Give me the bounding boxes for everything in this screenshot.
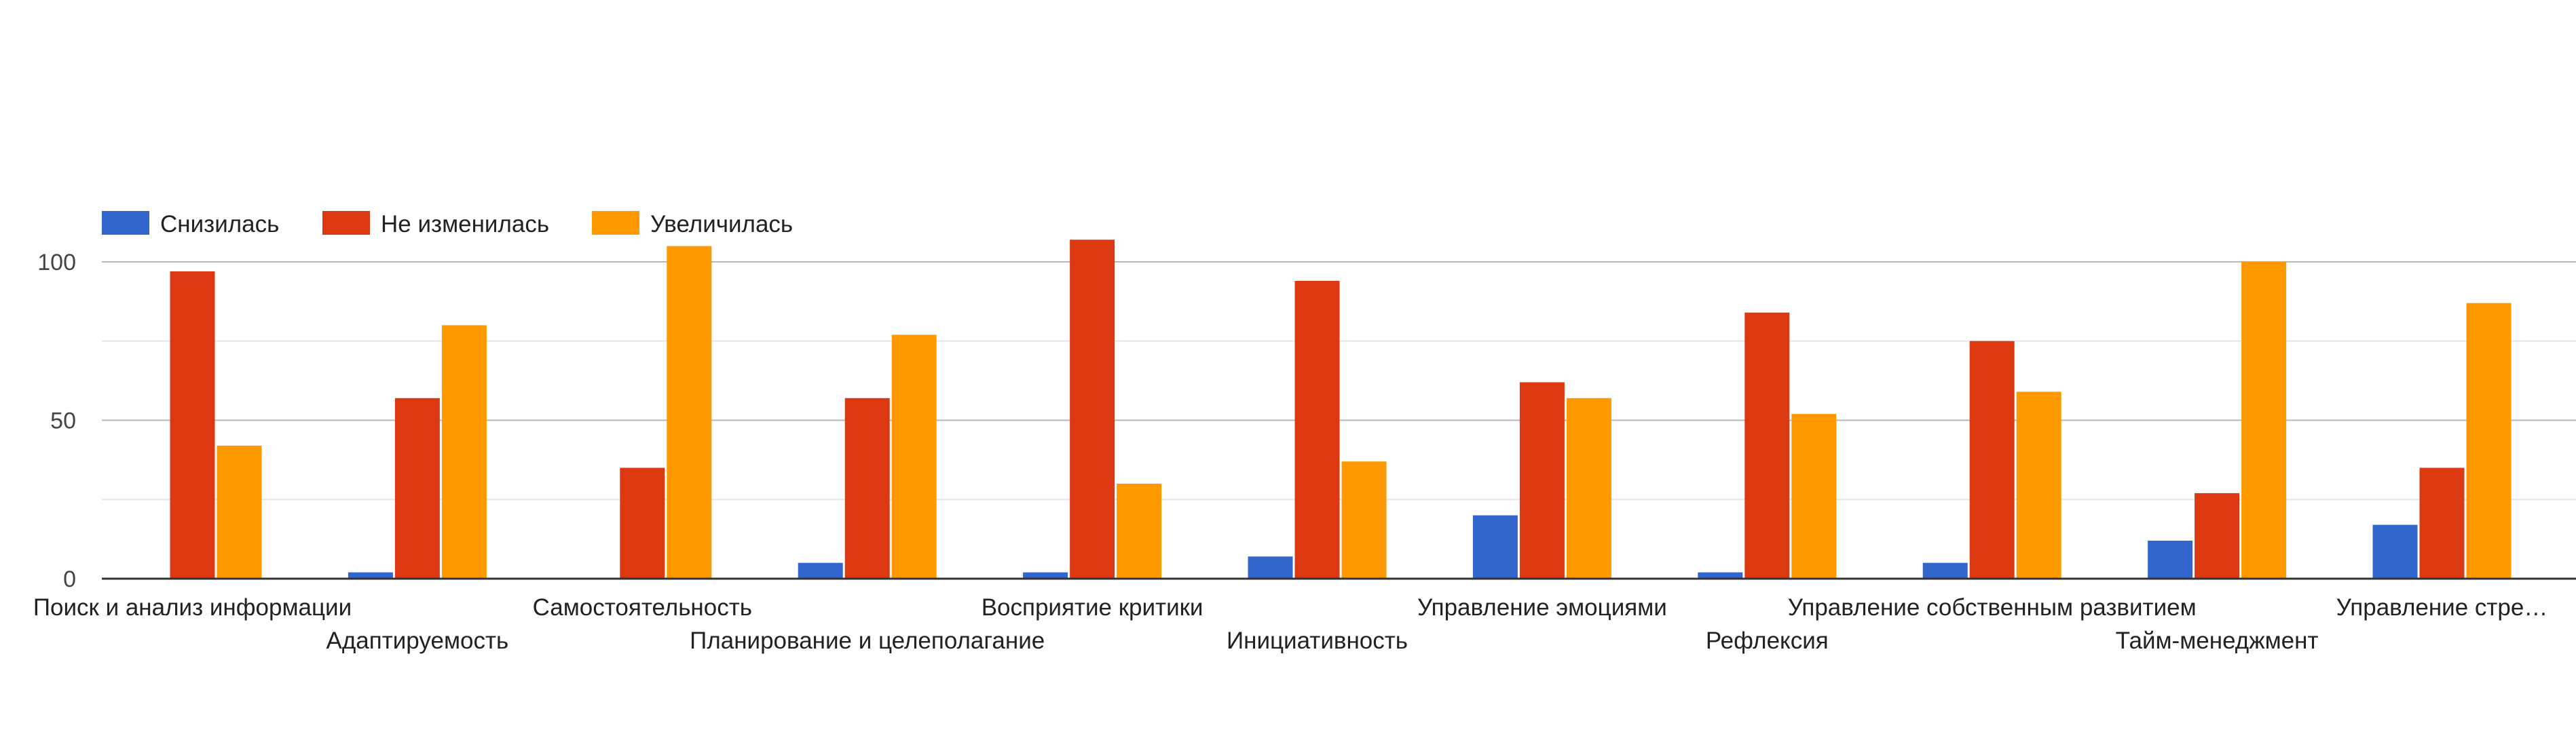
bar-снизилась-7 — [1472, 515, 1518, 579]
bar-не-изменилась-4 — [844, 398, 890, 579]
bar-увеличилась-5 — [1117, 483, 1162, 579]
bars — [170, 239, 2512, 579]
bar-не-изменилась-5 — [1070, 239, 1115, 579]
bar-снизилась-10 — [2148, 540, 2193, 579]
bar-не-изменилась-3 — [620, 467, 665, 579]
bar-увеличилась-10 — [2241, 262, 2287, 579]
bar-не-изменилась-1 — [170, 271, 215, 579]
bar-увеличилась-9 — [2016, 391, 2061, 579]
bar-снизилась-5 — [1023, 572, 1068, 579]
bar-снизилась-2 — [348, 572, 393, 579]
bar-снизилась-11 — [2372, 524, 2418, 579]
x-category-label: Управление эмоциями — [1417, 594, 1667, 621]
x-category-label: Тайм-менеджмент — [2116, 628, 2319, 654]
bar-не-изменилась-6 — [1294, 281, 1340, 579]
bar-не-изменилась-11 — [2419, 467, 2465, 579]
bar-снизилась-4 — [798, 562, 843, 579]
bar-увеличилась-4 — [891, 334, 937, 579]
x-category-label: Планирование и целеполагание — [690, 628, 1045, 654]
bar-не-изменилась-9 — [1969, 341, 2015, 579]
bar-увеличилась-1 — [217, 445, 262, 579]
bar-увеличилась-8 — [1791, 414, 1837, 579]
y-tick-label: 100 — [37, 250, 76, 275]
legend-swatch-снизилась — [102, 211, 149, 235]
bar-не-изменилась-10 — [2195, 493, 2240, 579]
bar-увеличилась-11 — [2466, 303, 2512, 579]
legend-label-не-изменилась: Не изменилась — [381, 211, 549, 237]
x-category-label: Поиск и анализ информации — [33, 594, 352, 621]
x-category-label: Управление стре… — [2336, 594, 2548, 621]
legend-swatch-не-изменилась — [322, 211, 370, 235]
x-category-label: Восприятие критики — [982, 594, 1203, 621]
bar-не-изменилась-7 — [1519, 382, 1565, 579]
x-category-label: Адаптируемость — [326, 628, 509, 654]
y-tick-label: 50 — [50, 408, 76, 434]
x-axis-category-labels: Поиск и анализ информации Адаптируемость С… — [33, 594, 2548, 654]
bar-не-изменилась-8 — [1744, 312, 1790, 579]
x-category-label: Самостоятельность — [533, 594, 752, 621]
x-category-label: Инициативность — [1227, 628, 1408, 654]
y-axis-ticks: 0 50 100 — [37, 250, 76, 592]
legend: Снизилась Не изменилась Увеличилась — [102, 211, 793, 237]
y-tick-label: 0 — [63, 566, 76, 592]
legend-swatch-увеличилась — [592, 211, 639, 235]
bar-снизилась-9 — [1922, 562, 1968, 579]
legend-label-снизилась: Снизилась — [160, 211, 279, 237]
x-category-label: Управление собственным развитием — [1788, 594, 2197, 621]
bar-увеличилась-6 — [1341, 461, 1387, 579]
x-category-label: Рефлексия — [1706, 628, 1829, 654]
bar-увеличилась-2 — [441, 325, 487, 579]
bar-увеличилась-3 — [667, 246, 712, 579]
bar-увеличилась-7 — [1566, 398, 1611, 579]
legend-label-увеличилась: Увеличилась — [650, 211, 793, 237]
bar-снизилась-6 — [1248, 556, 1293, 579]
bar-снизилась-8 — [1698, 572, 1743, 579]
bar-не-изменилась-2 — [394, 398, 440, 579]
